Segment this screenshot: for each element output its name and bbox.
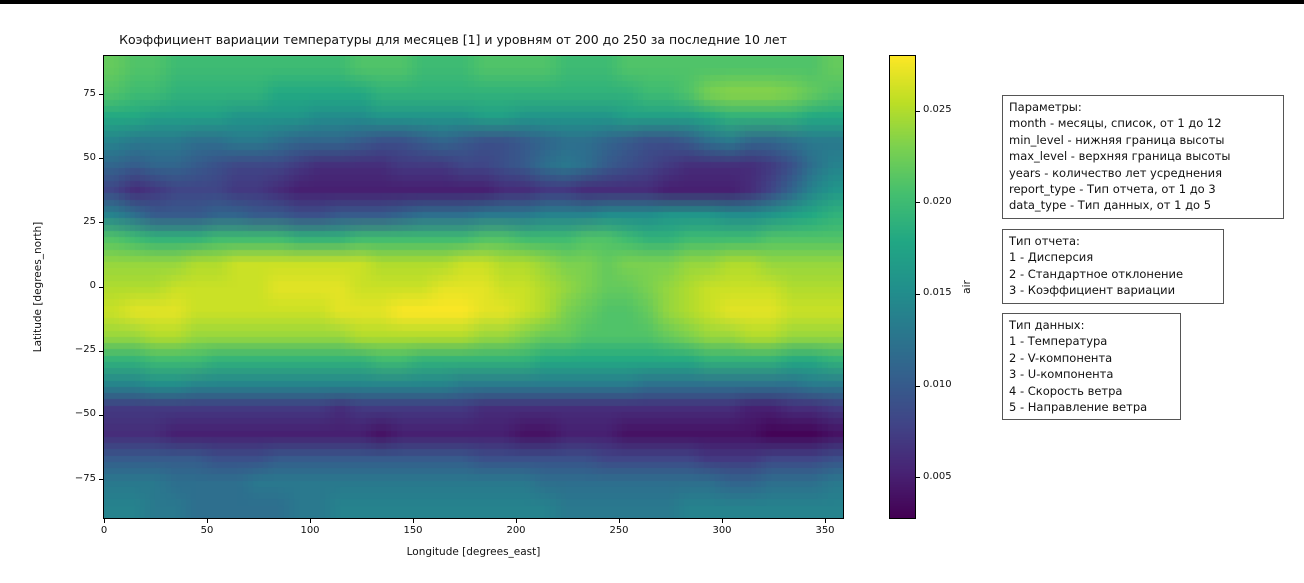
colorbar-tick-label: 0.015 xyxy=(923,287,952,299)
info-line: 3 - U-компонента xyxy=(1009,367,1114,382)
x-tick-mark xyxy=(618,519,620,523)
info-line: month - месяцы, список, от 1 до 12 xyxy=(1009,116,1222,131)
x-tick-mark xyxy=(412,519,414,523)
colorbar-label: air xyxy=(961,280,973,294)
y-tick-mark xyxy=(99,158,103,160)
y-tick-mark xyxy=(99,222,103,224)
x-tick-label: 200 xyxy=(506,525,526,536)
info-line: Тип данных: xyxy=(1009,318,1085,332)
y-tick-mark xyxy=(99,414,103,416)
y-tick-label: 75 xyxy=(83,87,96,99)
colorbar-canvas xyxy=(890,56,915,518)
x-tick-mark xyxy=(721,519,723,523)
x-tick-label: 0 xyxy=(100,525,108,536)
x-axis-label: Longitude [degrees_east] xyxy=(406,546,541,558)
y-tick-label: 0 xyxy=(89,280,96,291)
info-line: years - количество лет усреднения xyxy=(1009,165,1223,180)
y-tick-mark xyxy=(99,94,103,95)
heatmap-canvas xyxy=(104,56,843,518)
colorbar-tick-mark xyxy=(916,293,920,295)
y-axis-label: Latitude [degrees_north] xyxy=(32,221,44,353)
info-line: data_type - Тип данных, от 1 до 5 xyxy=(1009,198,1212,213)
x-tick-label: 350 xyxy=(815,525,835,536)
colorbar-tick-label: 0.005 xyxy=(923,470,952,482)
info-line: Параметры: xyxy=(1009,100,1082,114)
x-tick-label: 250 xyxy=(609,525,629,536)
x-tick-mark xyxy=(103,519,105,523)
y-tick-label: 25 xyxy=(83,215,96,227)
x-tick-mark xyxy=(206,519,208,523)
data-type-info-box: Тип данных: 1 - Температура 2 - V-компонен… xyxy=(1002,313,1181,421)
y-tick-label: −50 xyxy=(74,408,96,420)
info-line: Тип отчета: xyxy=(1009,234,1080,248)
top-border xyxy=(0,0,1304,4)
info-line: 2 - V-компонента xyxy=(1009,350,1113,365)
info-line: 1 - Дисперсия xyxy=(1009,250,1094,265)
params-info-box: Параметры: month - месяцы, список, от 1 д… xyxy=(1002,95,1284,219)
chart-title: Коэффициент вариации температуры для мес… xyxy=(119,32,787,47)
x-tick-label: 100 xyxy=(300,525,320,536)
report-type-info-box: Тип отчета: 1 - Дисперсия 2 - Стандартное … xyxy=(1002,229,1224,304)
x-tick-label: 50 xyxy=(200,525,214,536)
y-tick-mark xyxy=(99,286,103,288)
colorbar-tick-label: 0.025 xyxy=(923,104,952,115)
colorbar-tick-label: 0.020 xyxy=(923,195,952,207)
info-line: 4 - Скорость ветра xyxy=(1009,383,1123,398)
plot-area xyxy=(103,55,844,519)
x-tick-mark xyxy=(309,519,311,523)
x-tick-label: 150 xyxy=(403,525,423,536)
info-line: min_level - нижняя граница высоты xyxy=(1009,132,1225,147)
x-tick-mark xyxy=(515,519,517,523)
colorbar-tick-mark xyxy=(916,110,920,112)
y-tick-mark xyxy=(99,479,103,480)
x-tick-label: 300 xyxy=(712,525,732,536)
info-line: report_type - Тип отчета, от 1 до 3 xyxy=(1009,182,1216,197)
colorbar-tick-mark xyxy=(916,385,920,387)
y-tick-label: 50 xyxy=(83,151,96,163)
colorbar-tick-mark xyxy=(916,202,920,204)
colorbar-tick-label: 0.010 xyxy=(923,379,952,390)
info-line: 1 - Температура xyxy=(1009,334,1108,349)
y-tick-label: −25 xyxy=(74,344,96,356)
y-tick-mark xyxy=(99,350,103,352)
colorbar-tick-mark xyxy=(916,477,920,479)
info-line: max_level - верхняя граница высоты xyxy=(1009,149,1231,164)
y-tick-label: −75 xyxy=(74,472,96,484)
x-tick-mark xyxy=(824,519,826,523)
colorbar xyxy=(889,55,916,519)
info-line: 2 - Стандартное отклонение xyxy=(1009,266,1184,281)
info-line: 3 - Коэффициент вариации xyxy=(1009,283,1176,298)
info-line: 5 - Направление ветра xyxy=(1009,400,1148,415)
